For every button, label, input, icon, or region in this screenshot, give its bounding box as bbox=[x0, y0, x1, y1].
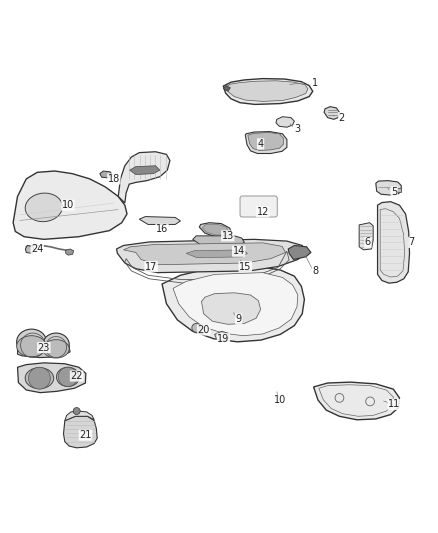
Text: 20: 20 bbox=[198, 325, 210, 335]
Text: 10: 10 bbox=[62, 200, 74, 210]
Polygon shape bbox=[13, 171, 127, 239]
Polygon shape bbox=[324, 107, 339, 119]
Ellipse shape bbox=[43, 333, 69, 356]
Polygon shape bbox=[117, 239, 306, 273]
FancyBboxPatch shape bbox=[240, 196, 277, 217]
Text: 21: 21 bbox=[79, 430, 92, 440]
Text: 7: 7 bbox=[409, 237, 415, 247]
Polygon shape bbox=[66, 249, 74, 255]
Ellipse shape bbox=[25, 193, 62, 222]
Polygon shape bbox=[276, 117, 294, 127]
Circle shape bbox=[198, 327, 205, 334]
Polygon shape bbox=[199, 223, 232, 237]
Ellipse shape bbox=[17, 329, 46, 354]
Circle shape bbox=[58, 367, 78, 386]
Polygon shape bbox=[183, 249, 251, 260]
Polygon shape bbox=[118, 152, 170, 203]
Text: 11: 11 bbox=[388, 399, 400, 409]
Circle shape bbox=[192, 324, 201, 332]
Text: 22: 22 bbox=[71, 371, 83, 381]
Polygon shape bbox=[139, 216, 180, 224]
Polygon shape bbox=[18, 363, 86, 393]
Polygon shape bbox=[359, 223, 373, 250]
Text: 3: 3 bbox=[295, 124, 301, 134]
Circle shape bbox=[73, 408, 80, 415]
Text: 24: 24 bbox=[31, 244, 43, 254]
Polygon shape bbox=[378, 201, 410, 283]
Polygon shape bbox=[202, 224, 229, 235]
Polygon shape bbox=[130, 166, 160, 174]
Polygon shape bbox=[288, 246, 311, 260]
Text: 16: 16 bbox=[156, 224, 168, 235]
Text: 9: 9 bbox=[236, 314, 242, 324]
Polygon shape bbox=[18, 337, 70, 358]
Polygon shape bbox=[124, 243, 286, 265]
Text: 10: 10 bbox=[274, 395, 286, 405]
Text: 8: 8 bbox=[312, 266, 318, 276]
Text: 1: 1 bbox=[312, 77, 318, 87]
Polygon shape bbox=[314, 382, 399, 420]
Circle shape bbox=[28, 367, 50, 389]
Ellipse shape bbox=[17, 336, 46, 357]
Text: 5: 5 bbox=[391, 187, 397, 197]
Text: 14: 14 bbox=[233, 246, 245, 256]
Text: 13: 13 bbox=[222, 231, 234, 241]
Ellipse shape bbox=[25, 368, 53, 389]
Polygon shape bbox=[226, 81, 308, 101]
Polygon shape bbox=[397, 188, 401, 192]
Polygon shape bbox=[173, 273, 298, 336]
Text: 17: 17 bbox=[145, 262, 157, 271]
Polygon shape bbox=[162, 266, 304, 342]
Polygon shape bbox=[201, 293, 261, 324]
Polygon shape bbox=[186, 250, 247, 258]
Polygon shape bbox=[64, 416, 97, 448]
Polygon shape bbox=[223, 78, 313, 104]
Polygon shape bbox=[223, 86, 230, 91]
Polygon shape bbox=[248, 133, 283, 150]
Ellipse shape bbox=[43, 340, 69, 358]
Text: 15: 15 bbox=[239, 262, 251, 271]
Polygon shape bbox=[25, 246, 34, 253]
Polygon shape bbox=[193, 236, 244, 246]
Text: 18: 18 bbox=[108, 174, 120, 184]
Text: 19: 19 bbox=[217, 334, 230, 344]
Text: 23: 23 bbox=[38, 343, 50, 352]
Ellipse shape bbox=[57, 367, 79, 386]
Text: 6: 6 bbox=[365, 237, 371, 247]
Polygon shape bbox=[65, 411, 94, 421]
Text: 4: 4 bbox=[258, 139, 264, 149]
Text: 2: 2 bbox=[339, 112, 345, 123]
Polygon shape bbox=[245, 132, 287, 154]
Text: 12: 12 bbox=[257, 207, 269, 217]
Polygon shape bbox=[100, 171, 112, 178]
Polygon shape bbox=[215, 332, 229, 341]
Polygon shape bbox=[376, 181, 401, 195]
